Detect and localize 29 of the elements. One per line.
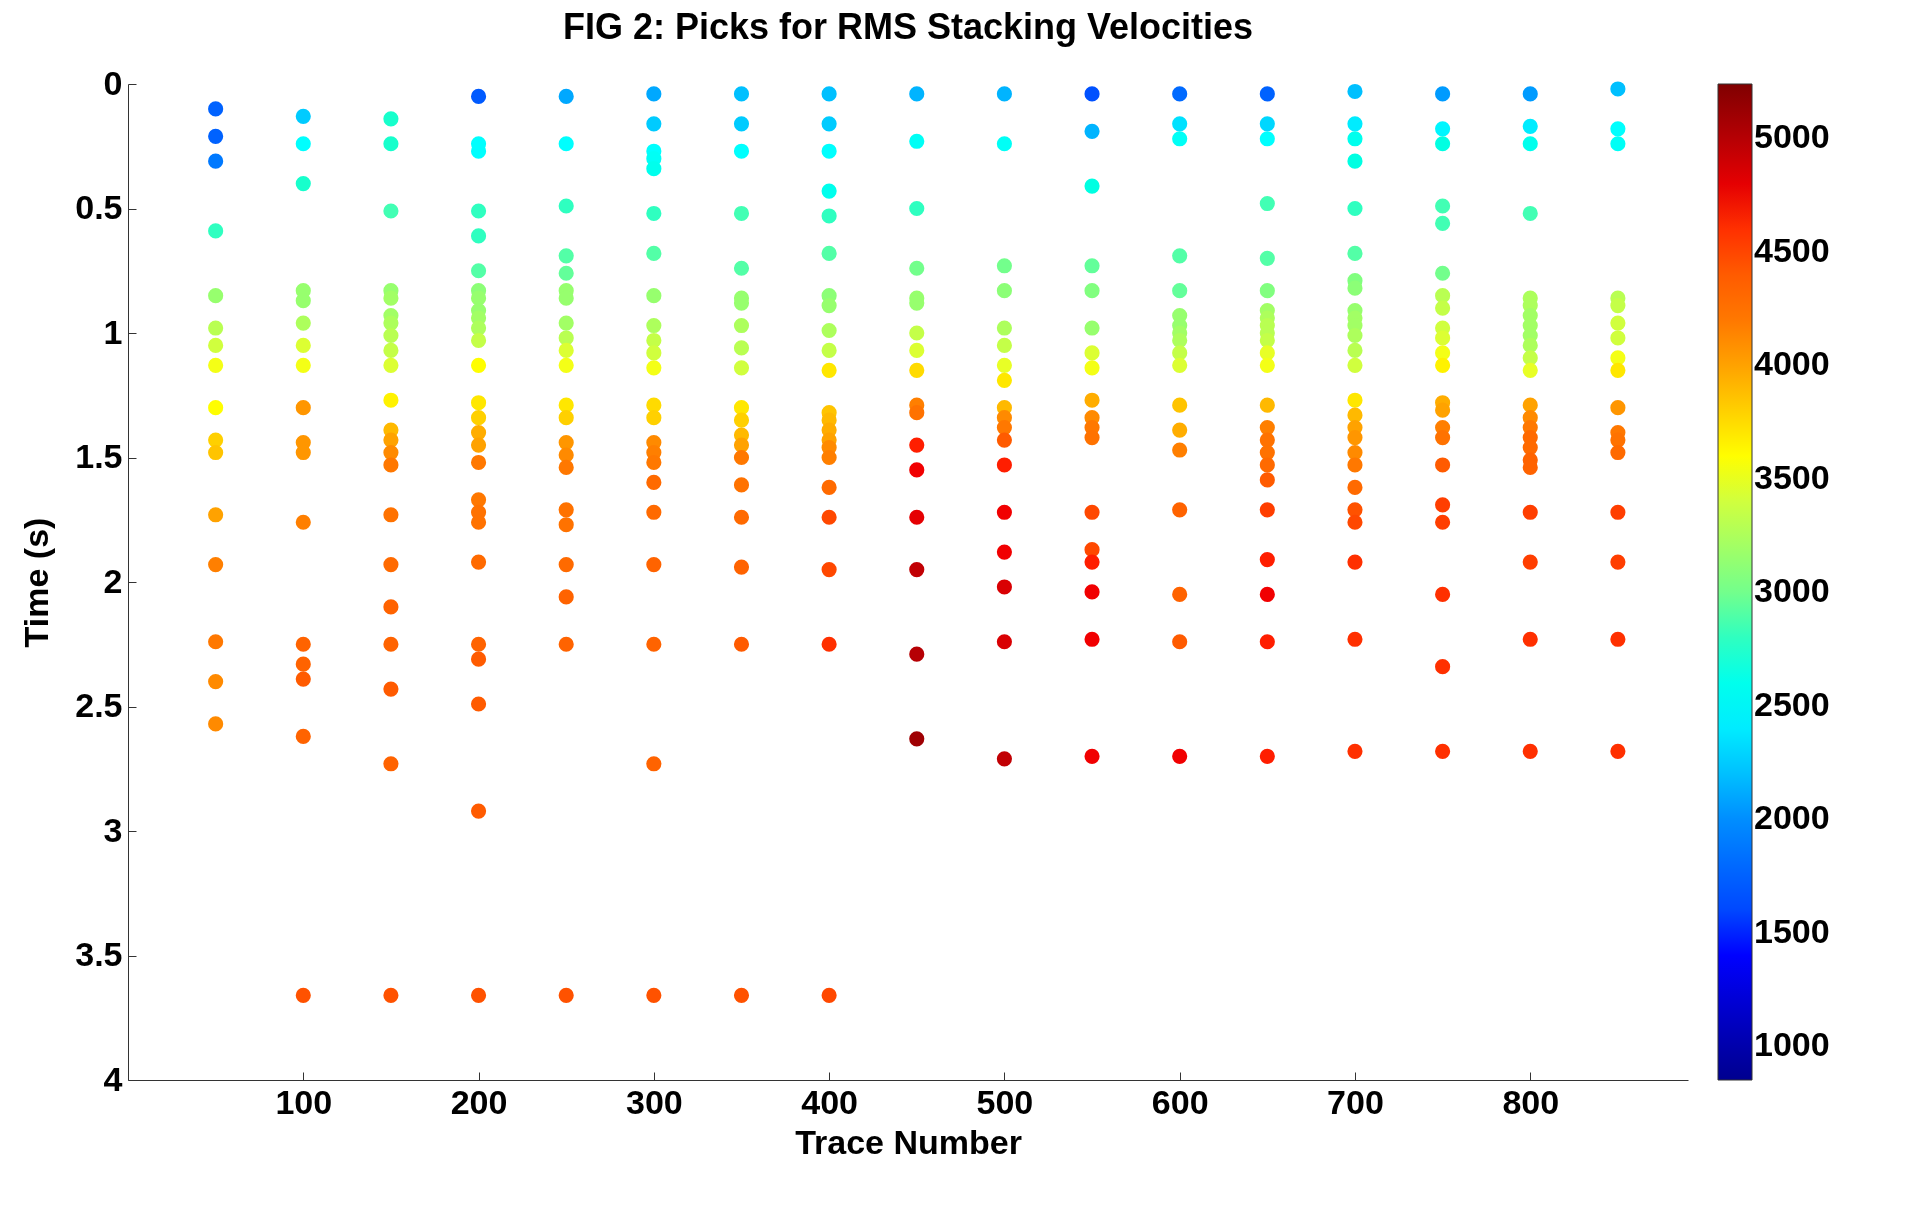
y-axis-title: Time (s) bbox=[17, 517, 56, 648]
color-bar-label: 4000 bbox=[1754, 344, 1830, 383]
color-bar-label: 1500 bbox=[1754, 911, 1830, 950]
color-bar-label: 3000 bbox=[1754, 571, 1830, 610]
y-tick-label: 2 bbox=[103, 561, 123, 600]
x-tick-label: 700 bbox=[1327, 1082, 1384, 1121]
color-bar-label: 5000 bbox=[1754, 117, 1830, 156]
y-tick-label: 2.5 bbox=[75, 686, 123, 724]
color-bar-label: 2500 bbox=[1754, 684, 1830, 723]
x-tick-label: 500 bbox=[976, 1082, 1034, 1121]
x-tick-label: 600 bbox=[1151, 1082, 1209, 1121]
x-tick-label: 300 bbox=[625, 1082, 683, 1121]
y-tick-label: 0.5 bbox=[75, 188, 123, 226]
y-tick-label: 1.5 bbox=[75, 437, 123, 475]
x-tick-label: 100 bbox=[275, 1082, 333, 1121]
x-axis-title: Trace Number bbox=[795, 1122, 1022, 1161]
x-tick-label: 400 bbox=[801, 1082, 858, 1121]
y-tick-label: 0 bbox=[103, 63, 123, 102]
x-tick-label: 200 bbox=[450, 1082, 508, 1121]
color-bar-label: 2000 bbox=[1754, 798, 1830, 837]
color-bar-label: 4500 bbox=[1754, 230, 1830, 269]
y-tick-label: 3.5 bbox=[75, 935, 123, 973]
y-tick-label: 1 bbox=[103, 312, 123, 351]
color-bar-label: 1000 bbox=[1754, 1024, 1830, 1063]
x-tick-label: 800 bbox=[1502, 1082, 1560, 1121]
y-tick-label: 3 bbox=[103, 810, 123, 849]
chart-title: FIG 2: Picks for RMS Stacking Velocities bbox=[562, 6, 1254, 47]
y-tick-label: 4 bbox=[103, 1059, 123, 1098]
color-bar-label: 3500 bbox=[1754, 457, 1830, 496]
